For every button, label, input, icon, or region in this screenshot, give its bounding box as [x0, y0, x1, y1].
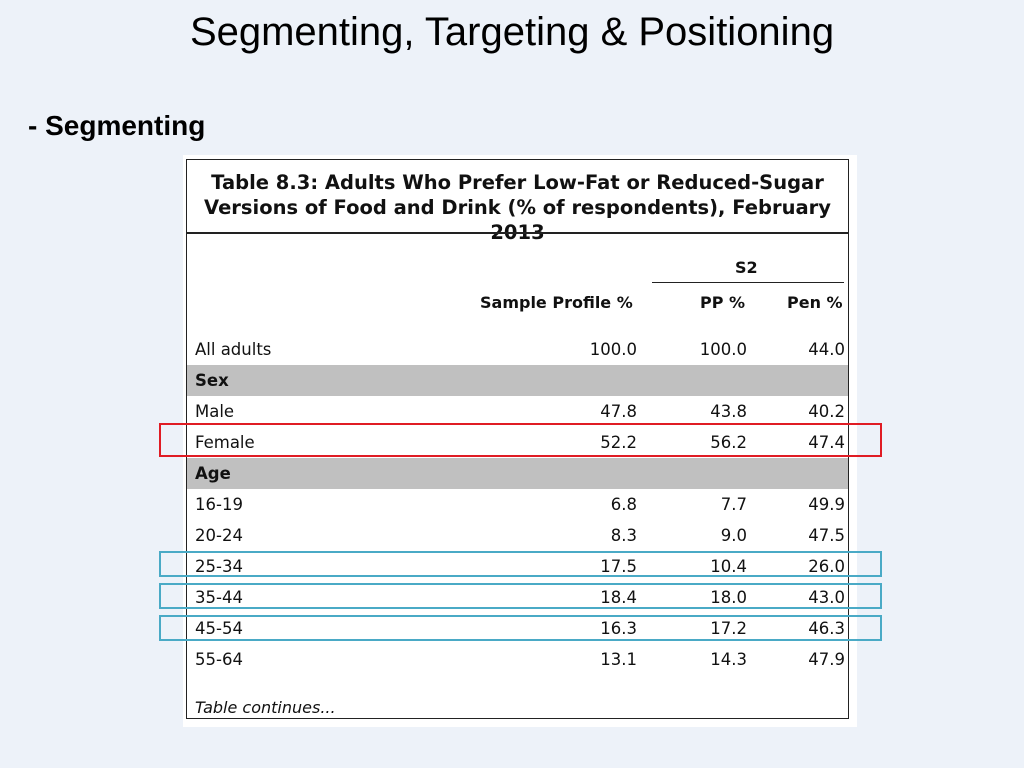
cell-pen: 44.0	[808, 340, 845, 359]
table-row-male: Male 47.8 43.8 40.2	[187, 396, 848, 427]
cell-pen: 47.4	[808, 433, 845, 452]
cell-pp: 43.8	[710, 402, 747, 421]
caption-divider	[187, 232, 848, 234]
column-header-pen: Pen %	[787, 293, 843, 312]
cell-sample-profile: 6.8	[610, 495, 637, 514]
section-row-sex: Sex	[187, 365, 848, 396]
cell-pen: 40.2	[808, 402, 845, 421]
row-label: All adults	[195, 340, 272, 359]
table-caption-line2: Versions of Food and Drink (% of respond…	[204, 196, 831, 244]
table-row-20-24: 20-24 8.3 9.0 47.5	[187, 520, 848, 551]
cell-pp: 14.3	[710, 650, 747, 669]
table-row-45-54: 45-54 16.3 17.2 46.3	[187, 613, 848, 644]
cell-pen: 43.0	[808, 588, 845, 607]
cell-sample-profile: 13.1	[600, 650, 637, 669]
table-row-35-44: 35-44 18.4 18.0 43.0	[187, 582, 848, 613]
cell-pen: 47.9	[808, 650, 845, 669]
cell-sample-profile: 18.4	[600, 588, 637, 607]
cell-pen: 26.0	[808, 557, 845, 576]
cell-pp: 9.0	[720, 526, 747, 545]
highlight-box-45-54	[159, 615, 882, 641]
highlight-box-female	[159, 423, 882, 457]
table-caption: Table 8.3: Adults Who Prefer Low-Fat or …	[187, 170, 848, 245]
table-row-female: Female 52.2 56.2 47.4	[187, 427, 848, 458]
table-row-25-34: 25-34 17.5 10.4 26.0	[187, 551, 848, 582]
table-row-55-64: 55-64 13.1 14.3 47.9	[187, 644, 848, 675]
cell-pen: 47.5	[808, 526, 845, 545]
table-row-16-19: 16-19 6.8 7.7 49.9	[187, 489, 848, 520]
row-label: 35-44	[195, 588, 243, 607]
cell-sample-profile: 100.0	[589, 340, 637, 359]
group-header-s2: S2	[735, 258, 758, 277]
row-label: 55-64	[195, 650, 243, 669]
cell-sample-profile: 47.8	[600, 402, 637, 421]
cell-pp: 100.0	[699, 340, 747, 359]
slide-title: Segmenting, Targeting & Positioning	[189, 10, 835, 54]
cell-pp: 7.7	[720, 495, 747, 514]
column-header-pp: PP %	[700, 293, 746, 312]
row-label: Male	[195, 402, 235, 421]
row-label: 45-54	[195, 619, 243, 638]
section-row-age: Age	[187, 458, 848, 489]
cell-pp: 18.0	[710, 588, 747, 607]
cell-pen: 46.3	[808, 619, 845, 638]
group-header-rule	[652, 282, 844, 283]
row-label: 20-24	[195, 526, 243, 545]
section-subheading: - Segmenting	[28, 110, 206, 141]
cell-sample-profile: 52.2	[600, 433, 637, 452]
cell-pp: 56.2	[710, 433, 747, 452]
section-label: Sex	[195, 371, 229, 390]
column-header-sample-profile: Sample Profile %	[480, 293, 633, 312]
row-label: 16-19	[195, 495, 243, 514]
row-label: 25-34	[195, 557, 243, 576]
cell-pp: 17.2	[710, 619, 747, 638]
table-caption-line1: Table 8.3: Adults Who Prefer Low-Fat or …	[211, 171, 824, 194]
cell-pen: 49.9	[808, 495, 845, 514]
row-label: Female	[195, 433, 255, 452]
cell-pp: 10.4	[710, 557, 747, 576]
section-label: Age	[195, 464, 231, 483]
table-row-all-adults: All adults 100.0 100.0 44.0	[187, 334, 848, 365]
cell-sample-profile: 17.5	[600, 557, 637, 576]
highlight-box-25-34	[159, 551, 882, 577]
cell-sample-profile: 8.3	[610, 526, 637, 545]
highlight-box-35-44	[159, 583, 882, 609]
table-image: Table 8.3: Adults Who Prefer Low-Fat or …	[183, 155, 857, 727]
data-table: Table 8.3: Adults Who Prefer Low-Fat or …	[186, 159, 849, 719]
cell-sample-profile: 16.3	[600, 619, 637, 638]
table-footnote: Table continues...	[195, 698, 336, 717]
